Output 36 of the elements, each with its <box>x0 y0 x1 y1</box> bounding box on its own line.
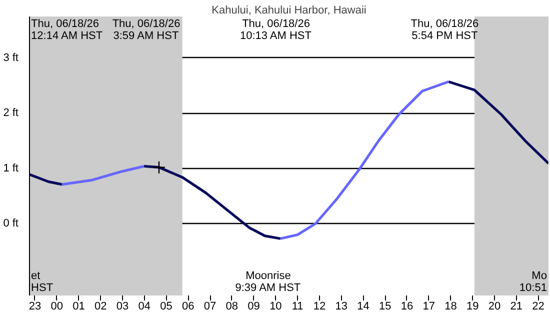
x-tick-label: 20 <box>488 300 501 312</box>
x-tick-label: 18 <box>444 300 457 312</box>
x-tick-label: 10 <box>270 300 282 312</box>
x-tick-label: 19 <box>466 300 479 312</box>
x-tick-label: 03 <box>116 300 129 312</box>
x-tick-label: 04 <box>138 300 151 312</box>
annotation: Thu, 06/18/26 5:54 PM HST <box>410 18 479 42</box>
annotation: Thu, 06/18/26 3:59 AM HST <box>112 18 180 42</box>
x-tick-label: 15 <box>378 300 392 312</box>
x-tick-label: 02 <box>94 300 107 312</box>
x-tick-label: 13 <box>335 300 348 312</box>
x-tick-label: 11 <box>292 300 304 312</box>
x-tick-label: 06 <box>182 300 194 312</box>
x-tick-label: 05 <box>160 300 172 312</box>
x-tick-label: 17 <box>422 300 436 312</box>
x-tick-label: 09 <box>248 300 260 312</box>
x-tick-label: 07 <box>204 300 216 312</box>
x-tick-label: 21 <box>510 300 523 312</box>
annotation: Thu, 06/18/26 10:13 AM HST <box>240 18 312 42</box>
x-tick-label: 23 <box>28 300 42 312</box>
x-tick-label: 12 <box>313 300 326 312</box>
x-tick-label: 08 <box>226 300 238 312</box>
annotation: Mo 10:51 <box>519 270 547 294</box>
y-tick-label: 0 ft <box>3 218 19 230</box>
y-tick-label: 1 ft <box>3 162 19 174</box>
annotation: Thu, 06/18/26 12:14 AM HST <box>31 18 103 42</box>
chart-title: Kahului, Kahului Harbor, Hawaii <box>212 4 366 16</box>
x-tick-label: 00 <box>50 300 63 312</box>
x-tick-label: 22 <box>532 300 544 312</box>
x-tick-label: 16 <box>400 300 414 312</box>
annotation: Moonrise 9:39 AM HST <box>235 270 301 294</box>
annotation: et HST <box>31 270 54 294</box>
x-tick-label: 01 <box>72 300 85 312</box>
y-tick-label: 3 ft <box>3 52 19 64</box>
y-tick-label: 2 ft <box>3 107 19 120</box>
x-tick-label: 14 <box>357 300 370 312</box>
